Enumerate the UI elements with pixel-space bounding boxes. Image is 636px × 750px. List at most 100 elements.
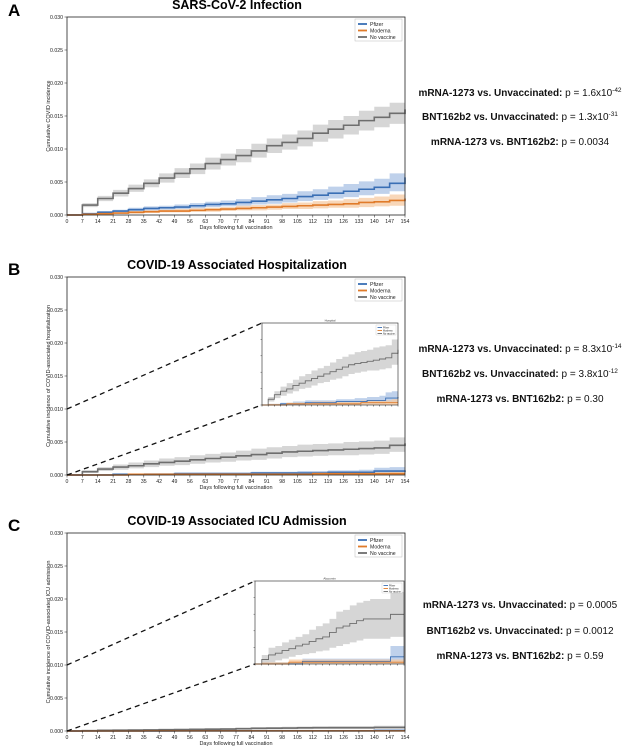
x-tick-label: 119: [324, 479, 332, 485]
x-tick-label: 28: [126, 479, 132, 485]
inset-ci-band-no-vaccine: [255, 591, 404, 664]
x-tick-label: 91: [264, 479, 270, 485]
x-tick-label: 14: [95, 479, 101, 485]
p-value-line: mRNA-1273 vs. Unvaccinated: p = 0.0005: [423, 600, 618, 611]
x-tick-label: 21: [110, 735, 116, 741]
x-tick-label: 70: [218, 479, 224, 485]
x-tick-label: 49: [172, 219, 178, 225]
panel-c: C COVID-19 Associated ICU Admission 0 7 14 21…: [8, 514, 618, 747]
x-tick-label: 7: [81, 479, 84, 485]
legend-label: No vaccine: [370, 551, 396, 557]
x-tick-label: 112: [309, 219, 317, 225]
x-tick-label: 140: [370, 219, 379, 225]
panel-title: COVID-19 Associated Hospitalization: [127, 258, 347, 272]
series-line-no-vaccine: [67, 443, 406, 476]
x-tick-label: 28: [126, 735, 132, 741]
y-tick-label: 0.030: [50, 275, 63, 281]
inset-legend-label: No vaccine: [383, 332, 395, 335]
panel-b: B COVID-19 Associated Hospitalization 0 7 14…: [8, 258, 622, 491]
p-value-line: mRNA-1273 vs. Unvaccinated: p = 1.6x10-4…: [418, 87, 621, 99]
p-value: p = 0.0005: [567, 600, 618, 611]
x-tick-label: 140: [370, 735, 379, 741]
series-line-pfizer: [67, 177, 406, 216]
x-tick-label: 56: [187, 735, 193, 741]
y-axis-label: Cumulative COVID incidence: [46, 80, 52, 151]
ci-band-pfizer: [67, 163, 405, 215]
legend-label: No vaccine: [370, 35, 396, 41]
y-tick-label: 0.020: [50, 341, 63, 347]
y-tick-label: 0.015: [50, 374, 63, 380]
legend-label: Moderna: [370, 28, 391, 34]
legend-label: Pfizer: [370, 282, 384, 288]
legend-label: Moderna: [370, 288, 391, 294]
inset-series-line-no-vaccine: [262, 349, 399, 406]
x-tick-label: 147: [385, 735, 394, 741]
x-tick-label: 63: [202, 479, 208, 485]
comparison-label: BNT162b2 vs. Unvaccinated:: [422, 112, 559, 123]
x-tick-label: 84: [248, 479, 254, 485]
x-tick-label: 14: [95, 735, 101, 741]
x-tick-label: 56: [187, 219, 193, 225]
x-tick-label: 49: [172, 735, 178, 741]
x-tick-label: 77: [233, 479, 239, 485]
panel-title: SARS-CoV-2 Infection: [172, 0, 302, 12]
x-tick-label: 14: [95, 219, 101, 225]
p-value-line: mRNA-1273 vs. BNT162b2: p = 0.59: [436, 651, 603, 662]
y-tick-label: 0.005: [50, 180, 63, 186]
x-tick-label: 98: [279, 735, 285, 741]
x-tick-label: 133: [355, 735, 364, 741]
p-value-line: mRNA-1273 vs. BNT162b2: p = 0.0034: [431, 137, 610, 148]
inset-legend-label: Moderna: [383, 329, 393, 332]
inset-legend-box: [375, 324, 397, 336]
x-tick-label: 7: [81, 735, 84, 741]
x-tick-label: 42: [156, 479, 162, 485]
p-value-line: BNT162b2 vs. Unvaccinated: p = 3.8x10-12: [422, 368, 618, 380]
p-value-line: BNT162b2 vs. Unvaccinated: p = 0.0012: [426, 626, 613, 637]
y-tick-label: 0.025: [50, 308, 63, 314]
x-axis-label: Days following full vaccination: [199, 225, 272, 231]
inset-legend-label: Pfizer: [389, 584, 395, 587]
x-tick-label: 63: [202, 219, 208, 225]
x-tick-label: 154: [401, 479, 410, 485]
x-tick-label: 70: [218, 219, 224, 225]
panel-a: A SARS-CoV-2 Infection 0 7 14 21 28 35 42 49 56 63 7…: [8, 0, 622, 231]
p-value-exponent: -31: [609, 111, 619, 118]
y-tick-label: 0.020: [50, 597, 63, 603]
y-tick-label: 0.020: [50, 81, 63, 87]
p-value: p = 1.6x10: [562, 88, 612, 99]
comparison-label: BNT162b2 vs. Unvaccinated:: [422, 369, 559, 380]
p-value: p = 0.30: [564, 394, 604, 405]
p-value-exponent: -42: [612, 87, 622, 94]
x-tick-label: 98: [279, 219, 285, 225]
y-tick-label: 0.025: [50, 564, 63, 570]
comparison-label: mRNA-1273 vs. BNT162b2:: [431, 137, 559, 148]
panel-title: COVID-19 Associated ICU Admission: [127, 514, 346, 528]
zoom-connector-lower: [66, 404, 263, 476]
x-tick-label: 0: [66, 219, 69, 225]
x-tick-label: 35: [141, 219, 147, 225]
x-tick-label: 147: [385, 479, 394, 485]
p-value: p = 1.3x10: [559, 112, 609, 123]
legend-label: No vaccine: [370, 295, 396, 301]
x-tick-label: 0: [66, 479, 69, 485]
x-tick-label: 28: [126, 219, 132, 225]
x-tick-label: 140: [370, 479, 379, 485]
inset-series-line-pfizer: [262, 396, 399, 406]
series-line-no-vaccine: [67, 109, 406, 216]
comparison-label: mRNA-1273 vs. Unvaccinated:: [418, 88, 562, 99]
y-tick-label: 0.015: [50, 630, 63, 636]
y-tick-label: 0.010: [50, 407, 63, 413]
x-tick-label: 35: [141, 735, 147, 741]
p-value: p = 0.59: [564, 651, 604, 662]
x-tick-label: 126: [339, 735, 348, 741]
y-tick-label: 0.000: [50, 473, 63, 479]
y-tick-label: 0.000: [50, 729, 63, 735]
zoom-connector-lower: [66, 663, 256, 732]
y-axis-label: Cumulative incidence of COVID-associated…: [46, 561, 52, 704]
comparison-label: mRNA-1273 vs. Unvaccinated:: [418, 344, 562, 355]
x-tick-label: 84: [248, 735, 254, 741]
x-tick-label: 42: [156, 219, 162, 225]
series-line-moderna: [67, 198, 406, 216]
